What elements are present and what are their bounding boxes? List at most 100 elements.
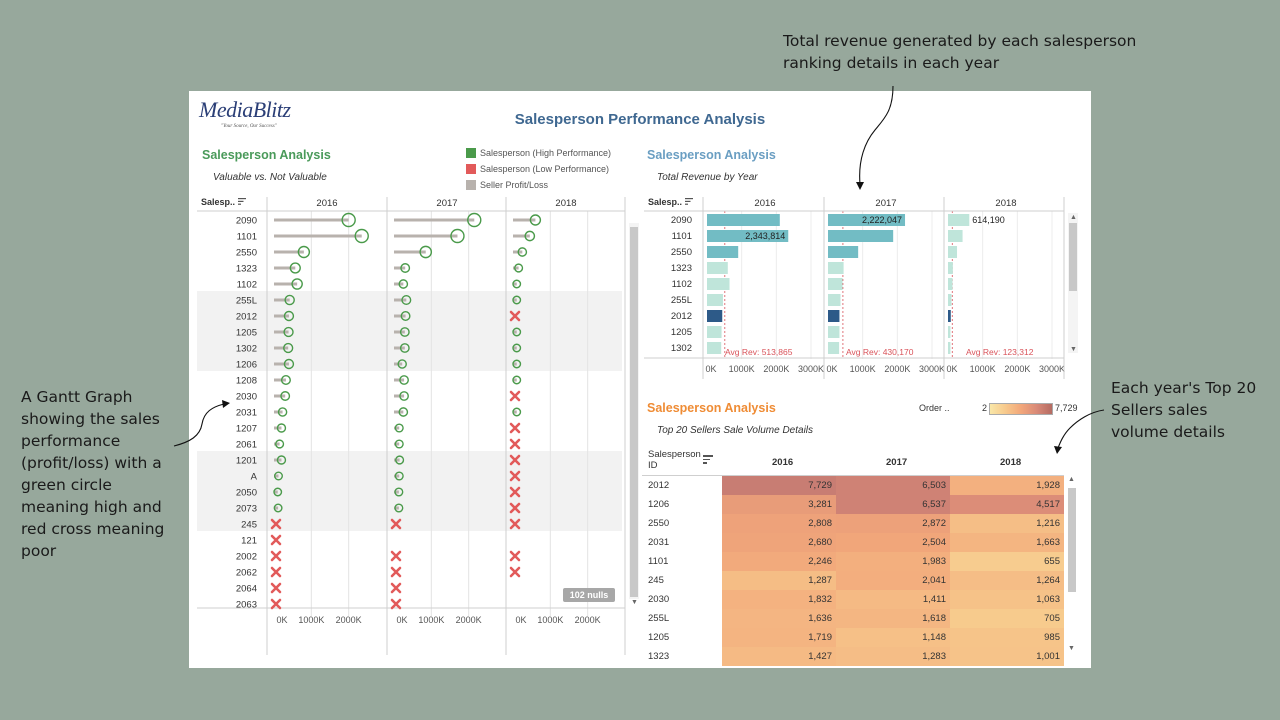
scroll-up-icon[interactable]: ▲ <box>1068 476 1075 483</box>
sort-icon-line <box>685 198 693 200</box>
heatmap-cell: 7,729 <box>722 476 836 495</box>
revenue-bar <box>948 342 951 354</box>
high-performance-marker <box>394 439 404 449</box>
row-label: 2550 <box>236 248 257 259</box>
high-performance-marker <box>289 262 301 274</box>
heatmap-cell: 1,411 <box>836 590 950 609</box>
row-label: 1302 <box>671 343 692 354</box>
top20-section-subtitle: Top 20 Sellers Sale Volume Details <box>657 425 814 436</box>
high-performance-marker <box>398 279 409 289</box>
scroll-down-icon[interactable]: ▼ <box>1068 645 1075 652</box>
arrow-top-right <box>859 85 894 185</box>
profit-bar <box>274 394 286 398</box>
profit-bar <box>394 218 475 222</box>
x-tick-label: 1000K <box>729 364 755 374</box>
revenue-bar <box>828 342 840 354</box>
row-label: 2002 <box>236 552 257 563</box>
low-performance-marker <box>390 518 402 530</box>
heatmap-row: 2550 2,808 2,872 1,216 <box>642 514 1064 533</box>
low-performance-marker <box>270 534 282 546</box>
heatmap-cell: 985 <box>950 628 1064 647</box>
revenue-bar <box>707 310 723 322</box>
revenue-bar <box>707 278 730 290</box>
x-tick-label: 2000K <box>763 364 789 374</box>
heatmap-cell: 1,287 <box>722 571 836 590</box>
data-label: 2,222,047 <box>862 215 902 225</box>
profit-bar <box>274 378 286 382</box>
heatmap-cell: 1,283 <box>836 647 950 666</box>
legend-label: Salesperson (High Performance) <box>480 148 612 158</box>
heatmap-col-header: 2017 <box>886 457 908 468</box>
x-tick-label: 0K <box>396 615 407 625</box>
revenue-bar <box>828 214 906 226</box>
low-performance-marker <box>509 518 521 530</box>
column-header: 2018 <box>995 198 1016 209</box>
profit-bar <box>274 362 289 366</box>
x-tick-label: 1000K <box>418 615 444 625</box>
heatmap-cell: 1,148 <box>836 628 950 647</box>
high-performance-marker <box>524 230 536 242</box>
media-blitz-logo: MediaBlitz "Your Source, Our Success" <box>199 97 291 131</box>
profit-bar <box>274 474 279 478</box>
revenue-bar <box>948 246 958 258</box>
revenue-bar <box>948 326 951 338</box>
annotation-top-right: Total revenue generated by each salesper… <box>783 30 1136 74</box>
revenue-section-subtitle: Total Revenue by Year <box>657 172 758 183</box>
heatmap-cell: 6,503 <box>836 476 950 495</box>
row-label: 2073 <box>236 504 257 515</box>
row-label: 2090 <box>671 215 692 226</box>
high-performance-marker <box>512 279 522 289</box>
annotation-left: A Gantt Graph showing the sales performa… <box>21 386 164 562</box>
annotation-line: Sellers sales <box>1111 401 1208 419</box>
x-tick-label: 0K <box>826 364 837 374</box>
revenue-bar <box>828 278 843 290</box>
row-label: 2062 <box>236 568 257 579</box>
sort-icon[interactable] <box>703 455 713 464</box>
heatmap-cell: 705 <box>950 609 1064 628</box>
high-performance-marker <box>399 391 409 401</box>
x-tick-label: 1000K <box>298 615 324 625</box>
revenue-bar-chart: Salesp.. 2016 0K 1000K 2000K 3000K Avg Rev: 51… <box>644 197 1078 379</box>
low-performance-marker <box>509 422 521 434</box>
profit-bar <box>513 266 519 270</box>
high-performance-marker <box>341 212 356 228</box>
annotation-right: Each year's Top 20 Sellers sales volume … <box>1111 377 1256 443</box>
sort-icon-line <box>238 198 246 200</box>
scroll-thumb[interactable] <box>1068 488 1076 592</box>
high-performance-marker <box>284 294 295 306</box>
low-performance-marker <box>509 502 521 514</box>
heatmap-row: 245 1,287 2,041 1,264 <box>642 571 1064 590</box>
high-performance-marker <box>395 455 405 465</box>
high-performance-marker <box>397 359 407 369</box>
sort-icon <box>685 198 693 205</box>
top20-section-title: Salesperson Analysis <box>647 401 776 415</box>
heatmap-cell: 1,618 <box>836 609 950 628</box>
row-label: 1206 <box>236 360 257 371</box>
annotation-line: volume details <box>1111 423 1225 441</box>
high-performance-marker <box>398 407 409 417</box>
heatmap-cell: 1,928 <box>950 476 1064 495</box>
header-divider <box>642 475 1064 476</box>
x-tick-label: 0K <box>946 364 957 374</box>
x-tick-label: 1000K <box>537 615 563 625</box>
profit-bar <box>513 298 517 302</box>
row-label: 1102 <box>237 280 257 291</box>
dashboard-title: Salesperson Performance Analysis <box>514 111 766 128</box>
legend-label: Seller Profit/Loss <box>480 180 549 190</box>
x-tick-label: 3000K <box>1039 364 1065 374</box>
heatmap-scrollbar[interactable]: ▲ ▼ <box>1067 476 1077 656</box>
column-header: 2016 <box>316 198 337 209</box>
revenue-bar <box>828 310 840 322</box>
annotation-line: Total revenue generated by each salesper… <box>783 32 1137 50</box>
heatmap-cell: 4,517 <box>950 495 1064 514</box>
high-performance-marker <box>283 326 294 338</box>
high-performance-marker <box>280 391 291 401</box>
low-performance-marker <box>390 566 402 578</box>
heatmap-cell: 2,872 <box>836 514 950 533</box>
sort-icon <box>238 198 246 205</box>
low-performance-marker <box>390 550 402 562</box>
annotation-line: Each year's Top 20 <box>1111 379 1257 397</box>
heatmap-cell: 1,216 <box>950 514 1064 533</box>
sort-icon-line <box>685 203 688 205</box>
